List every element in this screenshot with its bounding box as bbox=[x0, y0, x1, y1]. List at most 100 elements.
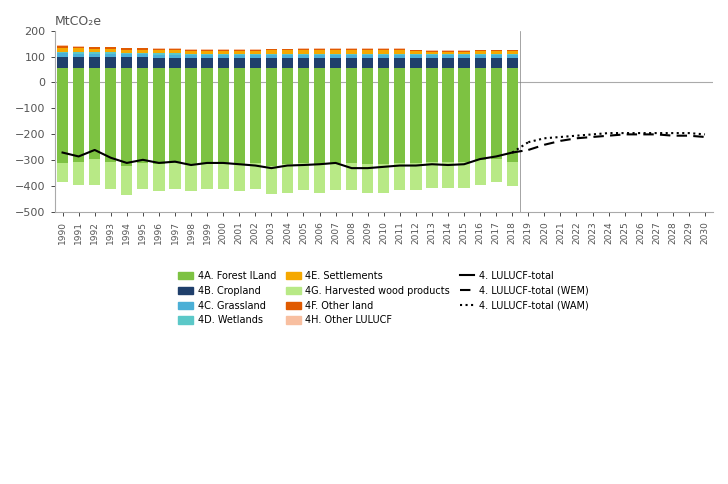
Bar bbox=[89, 54, 100, 57]
Bar bbox=[378, 82, 389, 164]
Bar bbox=[427, 68, 438, 82]
Bar bbox=[298, 68, 309, 82]
Bar bbox=[73, 54, 84, 57]
Bar bbox=[266, 49, 277, 50]
Bar bbox=[475, 51, 486, 54]
Bar bbox=[411, 163, 422, 190]
Bar bbox=[266, 50, 277, 54]
Bar bbox=[362, 164, 373, 193]
Bar bbox=[507, 162, 518, 186]
Bar bbox=[170, 53, 181, 55]
Bar bbox=[475, 68, 486, 82]
Bar bbox=[314, 49, 325, 50]
Bar bbox=[186, 54, 197, 55]
Bar bbox=[234, 164, 245, 192]
Bar bbox=[346, 58, 357, 68]
Bar bbox=[314, 48, 325, 49]
Bar bbox=[491, 82, 502, 159]
Bar bbox=[202, 49, 213, 50]
Bar bbox=[330, 49, 341, 50]
4. LULUCF-total (WAM) bbox=[684, 130, 693, 136]
4. LULUCF-total (WAM) bbox=[652, 130, 661, 136]
4. LULUCF-total (WAM) bbox=[620, 130, 629, 136]
Bar bbox=[218, 58, 229, 68]
Bar bbox=[250, 49, 261, 50]
Bar bbox=[121, 53, 132, 54]
Bar bbox=[507, 54, 518, 55]
4. LULUCF-total (WEM) bbox=[540, 142, 549, 148]
Bar bbox=[250, 55, 261, 58]
Bar bbox=[346, 54, 357, 55]
Bar bbox=[427, 162, 438, 188]
Bar bbox=[186, 50, 197, 54]
Bar bbox=[378, 58, 389, 68]
Bar bbox=[266, 58, 277, 68]
Bar bbox=[362, 68, 373, 82]
Bar bbox=[170, 49, 181, 50]
Bar bbox=[121, 49, 132, 53]
4. LULUCF-total bbox=[299, 162, 308, 168]
4. LULUCF-total bbox=[90, 147, 99, 153]
Bar bbox=[202, 68, 213, 82]
4. LULUCF-total (WEM) bbox=[636, 132, 645, 137]
Bar bbox=[170, 48, 181, 49]
Bar bbox=[378, 48, 389, 49]
Bar bbox=[234, 58, 245, 68]
Bar bbox=[73, 82, 84, 162]
Bar bbox=[138, 49, 149, 53]
4. LULUCF-total bbox=[106, 155, 115, 161]
Bar bbox=[378, 68, 389, 82]
4. LULUCF-total bbox=[443, 162, 452, 168]
Bar bbox=[491, 159, 502, 182]
Bar bbox=[154, 164, 165, 192]
Bar bbox=[346, 49, 357, 50]
Bar bbox=[298, 55, 309, 58]
Bar bbox=[459, 82, 470, 162]
Bar bbox=[234, 54, 245, 55]
Bar bbox=[507, 68, 518, 82]
Bar bbox=[282, 54, 293, 55]
4. LULUCF-total bbox=[331, 160, 340, 166]
Bar bbox=[491, 58, 502, 68]
Bar bbox=[298, 49, 309, 50]
Bar bbox=[154, 53, 165, 55]
Bar bbox=[411, 55, 422, 58]
Bar bbox=[138, 82, 149, 163]
Bar bbox=[234, 49, 245, 50]
Bar bbox=[394, 55, 405, 58]
4. LULUCF-total bbox=[492, 153, 501, 159]
Bar bbox=[507, 58, 518, 68]
Bar bbox=[443, 55, 454, 58]
4. LULUCF-total bbox=[251, 163, 260, 168]
Bar bbox=[202, 50, 213, 54]
Legend: 4A. Forest lLand, 4B. Cropland, 4C. Grassland, 4D. Wetlands, 4E. Settlements, 4G: 4A. Forest lLand, 4B. Cropland, 4C. Gras… bbox=[175, 268, 592, 329]
Bar bbox=[378, 49, 389, 50]
Bar bbox=[266, 166, 277, 194]
Bar bbox=[57, 163, 68, 182]
Bar bbox=[89, 159, 100, 185]
Bar bbox=[298, 48, 309, 49]
Bar bbox=[411, 58, 422, 68]
Bar bbox=[330, 68, 341, 82]
Bar bbox=[346, 48, 357, 49]
Bar bbox=[362, 49, 373, 50]
Bar bbox=[282, 58, 293, 68]
Bar bbox=[121, 68, 132, 82]
Bar bbox=[491, 54, 502, 55]
4. LULUCF-total (WAM) bbox=[700, 132, 709, 137]
Bar bbox=[250, 82, 261, 163]
Bar bbox=[411, 51, 422, 54]
Bar bbox=[378, 55, 389, 58]
4. LULUCF-total bbox=[347, 165, 356, 171]
Bar bbox=[394, 48, 405, 49]
Bar bbox=[443, 58, 454, 68]
4. LULUCF-total bbox=[170, 159, 179, 165]
Line: 4. LULUCF-total (WAM): 4. LULUCF-total (WAM) bbox=[529, 133, 705, 142]
Bar bbox=[394, 54, 405, 55]
Bar bbox=[266, 68, 277, 82]
Bar bbox=[427, 50, 438, 51]
4. LULUCF-total (WEM) bbox=[604, 133, 613, 138]
Bar bbox=[378, 54, 389, 55]
Bar bbox=[507, 55, 518, 58]
4. LULUCF-total (WEM) bbox=[524, 147, 533, 153]
